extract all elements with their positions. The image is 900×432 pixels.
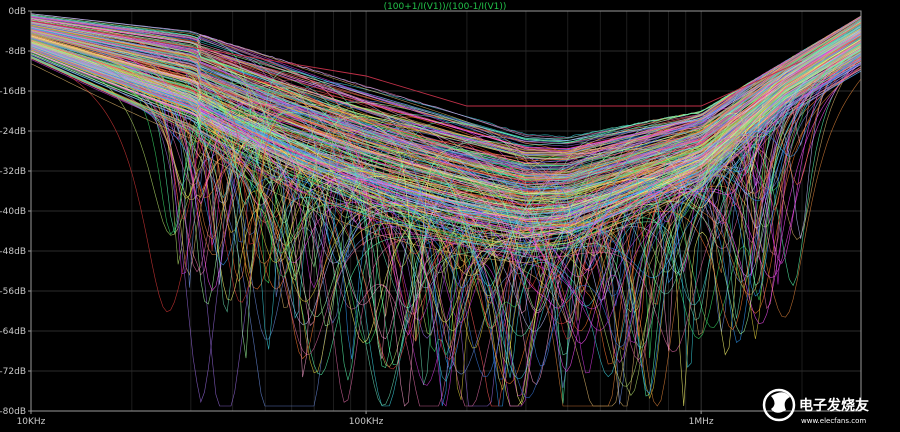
series-trace: [30, 50, 862, 235]
y-tick-label: -80dB: [0, 407, 26, 417]
series-trace: [30, 14, 862, 213]
y-tick-label: -24dB: [0, 127, 26, 137]
y-tick-label: -40dB: [0, 207, 26, 217]
series-trace: [30, 48, 862, 378]
series-trace: [30, 17, 862, 297]
y-axis: 0dB -8dB -16dB -24dB -32dB -40dB -48dB -56dB -64…: [0, 7, 31, 417]
x-tick-label: 100KHz: [349, 417, 384, 427]
series-trace: [30, 51, 862, 407]
series-trace: [30, 39, 862, 205]
series-trace: [30, 48, 862, 399]
x-axis: 10KHz 100KHz 1MHz: [17, 411, 714, 427]
trace-group: [30, 13, 862, 407]
series-trace: [30, 20, 862, 359]
x-tick-label: 10KHz: [17, 417, 46, 427]
series-trace: [30, 51, 862, 236]
series-trace: [30, 26, 862, 327]
series-trace: [30, 56, 862, 406]
chart-title: (100+1/I(V1))/(100-1/I(V1)): [384, 2, 507, 12]
y-tick-label: -64dB: [0, 327, 26, 337]
series-trace: [30, 22, 862, 174]
series-trace: [30, 39, 862, 248]
series-trace: [30, 25, 862, 287]
series-trace: [30, 44, 862, 344]
watermark-text: 电子发烧友: [799, 397, 869, 414]
series-trace: [30, 36, 862, 196]
series-trace: [30, 46, 862, 394]
series-trace: [30, 31, 862, 387]
series-trace: [30, 22, 862, 256]
series-trace: [30, 28, 862, 264]
series-trace: [30, 34, 862, 378]
series-trace: [30, 16, 862, 404]
series-trace: [30, 13, 862, 141]
series-trace: [30, 47, 862, 335]
series-trace: [30, 56, 862, 374]
series-trace: [30, 40, 862, 385]
series-trace: [30, 17, 862, 166]
series-trace: [30, 21, 862, 156]
series-trace: [30, 16, 862, 289]
series-trace: [30, 15, 862, 175]
series-trace: [30, 31, 862, 373]
series-trace: [30, 35, 862, 208]
series-trace: [30, 20, 862, 227]
y-tick-label: -32dB: [0, 167, 26, 177]
series-trace: [30, 57, 862, 403]
series-trace: [30, 20, 862, 328]
series-trace: [30, 27, 862, 386]
y-tick-label: -56dB: [0, 287, 26, 297]
y-tick-label: -8dB: [5, 47, 26, 57]
y-tick-label: 0dB: [8, 7, 26, 17]
series-trace: [30, 48, 862, 255]
y-tick-label: -48dB: [0, 247, 26, 257]
series-trace: [30, 38, 862, 323]
y-tick-label: -16dB: [0, 87, 26, 97]
watermark-url: www.elecfans.com: [801, 417, 866, 425]
highlighted-trace: [30, 20, 803, 107]
y-tick-label: -72dB: [0, 367, 26, 377]
series-trace: [30, 40, 862, 309]
watermark: 电子发烧友 www.elecfans.com: [762, 388, 869, 425]
elecfans-logo-icon: [762, 388, 796, 422]
series-trace: [30, 32, 862, 245]
series-trace: [30, 26, 862, 295]
series-trace: [30, 20, 862, 340]
series-trace: [30, 16, 862, 369]
series-trace: [30, 16, 862, 161]
x-tick-label: 1MHz: [689, 417, 714, 427]
series-trace: [30, 16, 862, 254]
series-trace: [30, 38, 862, 235]
